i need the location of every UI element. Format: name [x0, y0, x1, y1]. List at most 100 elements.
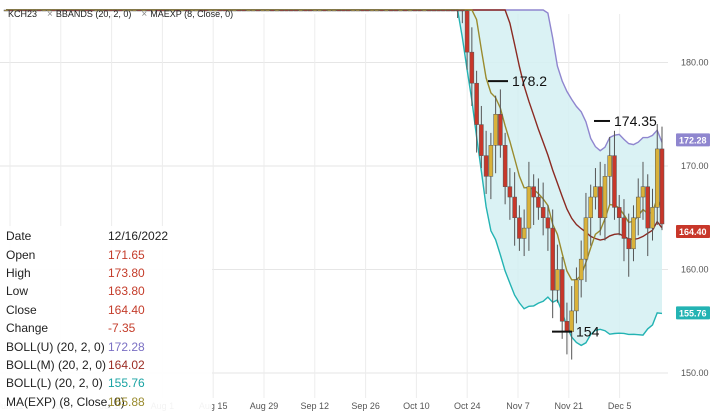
candle-body[interactable] — [241, 9, 246, 12]
candle-body[interactable] — [521, 227, 527, 239]
candle-body[interactable] — [208, 9, 213, 12]
candle-body[interactable] — [269, 9, 275, 12]
candle-body[interactable] — [559, 269, 565, 322]
candle-body[interactable] — [645, 186, 650, 229]
candle-body[interactable] — [526, 186, 532, 229]
candle-body[interactable] — [502, 145, 508, 187]
candle-body[interactable] — [564, 321, 570, 332]
candle-body[interactable] — [464, 10, 470, 53]
candle-body[interactable] — [498, 114, 503, 146]
candle-body[interactable] — [374, 9, 380, 12]
candle-body[interactable] — [602, 176, 608, 219]
candle-body[interactable] — [317, 9, 322, 12]
candle-body[interactable] — [341, 9, 346, 12]
candle-body[interactable] — [578, 258, 584, 281]
candle-body[interactable] — [94, 9, 99, 12]
candle-body[interactable] — [22, 9, 28, 12]
candle-body[interactable] — [355, 9, 361, 12]
remove-bbands-icon[interactable]: × — [47, 8, 53, 20]
candle-body[interactable] — [312, 9, 318, 12]
remove-maexp-icon[interactable]: × — [141, 8, 148, 20]
candle-body[interactable] — [460, 9, 465, 12]
candle-body[interactable] — [431, 9, 437, 12]
candle-body[interactable] — [274, 9, 280, 12]
candle-body[interactable] — [436, 9, 441, 12]
candle-body[interactable] — [307, 9, 313, 12]
candle-body[interactable] — [284, 9, 289, 12]
candle-body[interactable] — [621, 217, 627, 239]
candle-body[interactable] — [365, 9, 370, 12]
candle-body[interactable] — [659, 148, 665, 225]
candle-body[interactable] — [326, 9, 332, 12]
candle-body[interactable] — [108, 9, 113, 12]
candle-body[interactable] — [255, 9, 261, 12]
indicator-maexp[interactable]: × MAEXP (8, Close, 0) — [141, 9, 233, 20]
candle-body[interactable] — [588, 196, 593, 219]
candle-body[interactable] — [346, 9, 351, 12]
candle-body[interactable] — [512, 196, 517, 219]
candle-body[interactable] — [422, 9, 427, 12]
candle-body[interactable] — [369, 9, 375, 12]
candle-body[interactable] — [70, 9, 75, 12]
candle-body[interactable] — [288, 9, 294, 12]
symbol-label[interactable]: KCH23 — [8, 9, 38, 19]
candle-body[interactable] — [631, 217, 636, 250]
candle-body[interactable] — [407, 9, 413, 12]
candle-body[interactable] — [298, 9, 303, 12]
candle-body[interactable] — [250, 9, 256, 12]
candle-body[interactable] — [75, 9, 80, 12]
candle-body[interactable] — [155, 9, 161, 12]
candle-body[interactable] — [583, 217, 589, 260]
candle-body[interactable] — [141, 9, 147, 12]
candle-body[interactable] — [536, 196, 541, 208]
candle-body[interactable] — [493, 114, 498, 146]
candle-body[interactable] — [469, 51, 475, 84]
candle-body[interactable] — [41, 9, 47, 12]
candle-body[interactable] — [56, 9, 61, 12]
candle-body[interactable] — [170, 9, 175, 12]
candle-body[interactable] — [3, 9, 9, 12]
candle-body[interactable] — [479, 124, 484, 156]
candle-body[interactable] — [32, 9, 37, 12]
candle-body[interactable] — [265, 9, 270, 12]
candle-body[interactable] — [441, 9, 446, 12]
candle-body[interactable] — [517, 217, 522, 239]
candle-body[interactable] — [388, 9, 394, 12]
candle-body[interactable] — [569, 310, 574, 332]
candle-body[interactable] — [293, 9, 299, 12]
candle-body[interactable] — [27, 9, 33, 12]
candle-body[interactable] — [350, 9, 356, 12]
candle-body[interactable] — [60, 9, 66, 12]
candle-body[interactable] — [507, 186, 513, 198]
candle-body[interactable] — [222, 9, 227, 12]
candle-body[interactable] — [203, 9, 208, 12]
candle-body[interactable] — [540, 207, 546, 218]
candle-body[interactable] — [412, 9, 418, 12]
candle-body[interactable] — [151, 9, 156, 12]
candle-body[interactable] — [79, 9, 85, 12]
candle-body[interactable] — [198, 9, 204, 12]
candle-body[interactable] — [231, 9, 237, 12]
candle-body[interactable] — [117, 9, 123, 12]
candle-body[interactable] — [174, 9, 180, 12]
candle-body[interactable] — [322, 9, 327, 12]
candle-body[interactable] — [122, 9, 128, 12]
candle-body[interactable] — [65, 9, 71, 12]
candle-body[interactable] — [531, 186, 536, 198]
candle-body[interactable] — [450, 9, 456, 12]
candle-body[interactable] — [217, 9, 223, 12]
candle-body[interactable] — [132, 9, 137, 12]
candle-body[interactable] — [650, 207, 655, 229]
candle-body[interactable] — [403, 9, 408, 12]
candle-body[interactable] — [545, 217, 551, 229]
candle-body[interactable] — [640, 186, 646, 198]
candle-body[interactable] — [160, 9, 166, 12]
candle-body[interactable] — [227, 9, 232, 12]
candle-body[interactable] — [393, 9, 399, 12]
candle-body[interactable] — [555, 269, 560, 291]
candle-body[interactable] — [127, 9, 132, 12]
candle-body[interactable] — [379, 9, 384, 12]
candle-body[interactable] — [84, 9, 90, 12]
candle-body[interactable] — [260, 9, 265, 12]
